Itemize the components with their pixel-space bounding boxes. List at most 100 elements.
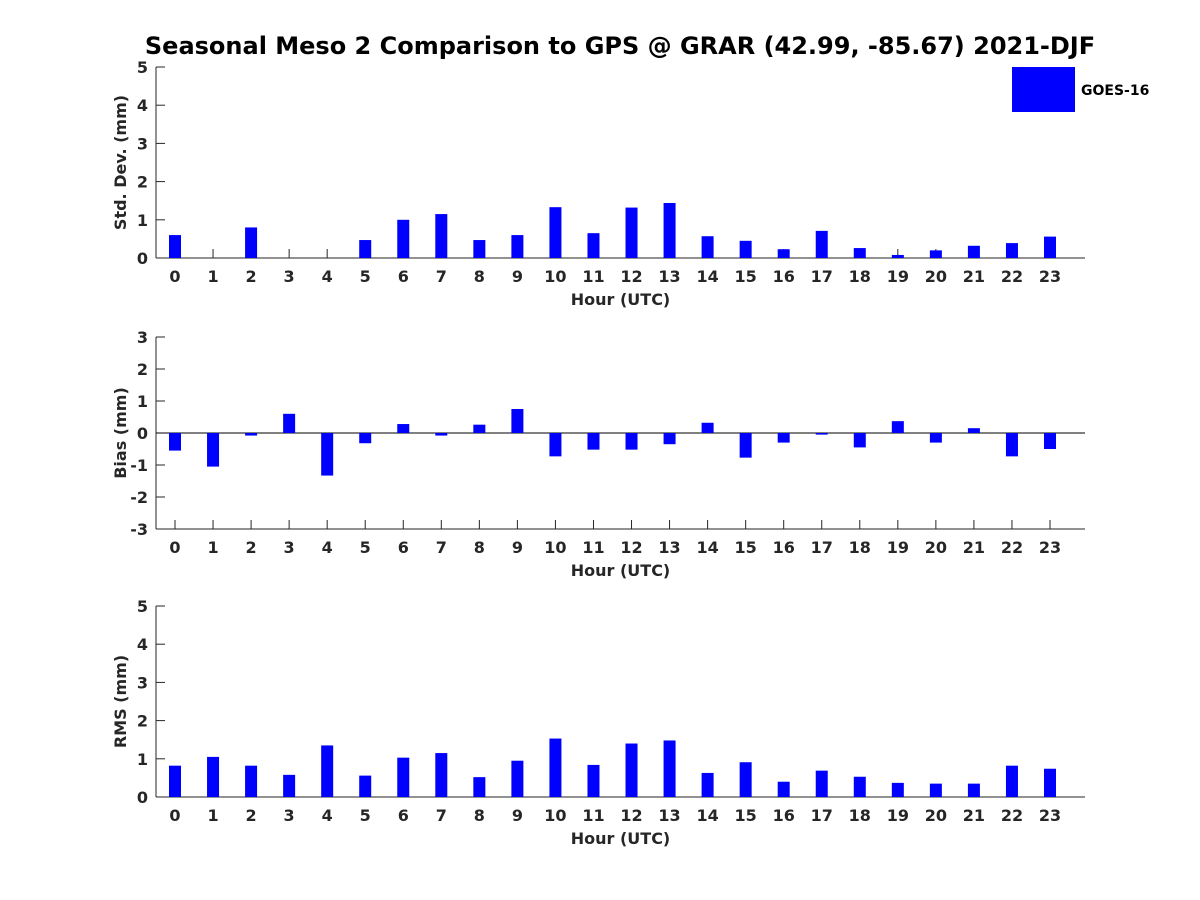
bar (663, 202, 676, 258)
x-tick-label: 3 (284, 806, 295, 825)
bar (169, 433, 181, 451)
bar (473, 240, 486, 258)
x-tick-label: 4 (322, 806, 333, 825)
x-tick-label: 14 (696, 806, 718, 825)
bar (967, 428, 980, 433)
bar (853, 433, 866, 448)
bar (853, 776, 866, 797)
bar (321, 745, 334, 797)
x-tick-label: 16 (773, 267, 795, 286)
bar (929, 783, 942, 797)
x-tick-label: 23 (1039, 538, 1061, 557)
x-tick-label: 15 (735, 538, 757, 557)
bar (549, 207, 562, 258)
x-tick-label: 14 (696, 267, 718, 286)
y-tick-label: 2 (137, 712, 148, 731)
x-tick-label: 8 (474, 806, 485, 825)
x-tick-label: 12 (620, 267, 642, 286)
bar (511, 235, 524, 258)
bar (701, 236, 714, 258)
bar (397, 219, 410, 258)
x-tick-label: 10 (544, 267, 566, 286)
x-tick-label: 10 (544, 538, 566, 557)
x-tick-label: 7 (436, 538, 447, 557)
bar (473, 777, 486, 797)
x-tick-label: 22 (1001, 267, 1023, 286)
bar (625, 743, 638, 797)
bar (777, 781, 790, 797)
bar (1005, 765, 1018, 797)
x-tick-label: 2 (246, 267, 257, 286)
x-axis-label: Hour (UTC) (571, 829, 671, 848)
y-tick-label: -3 (130, 520, 148, 539)
bar (1044, 433, 1056, 449)
y-tick-label: 5 (137, 58, 148, 77)
x-tick-label: 7 (436, 806, 447, 825)
y-tick-label: 3 (137, 673, 148, 692)
x-tick-label: 17 (811, 267, 833, 286)
x-tick-label: 4 (322, 538, 333, 557)
bar (701, 422, 714, 433)
bar (929, 250, 942, 258)
bar (891, 421, 904, 433)
bar (587, 764, 600, 797)
x-tick-label: 6 (398, 267, 409, 286)
bar (815, 230, 828, 258)
bar (473, 424, 486, 433)
y-tick-label: 2 (137, 173, 148, 192)
bar (359, 433, 372, 444)
bar (549, 738, 562, 797)
y-tick-label: 0 (137, 788, 148, 807)
bar (1044, 236, 1056, 258)
x-tick-label: 16 (773, 806, 795, 825)
bar (169, 765, 181, 797)
x-tick-label: 1 (207, 267, 218, 286)
y-tick-label: 1 (137, 750, 148, 769)
x-tick-label: 12 (620, 806, 642, 825)
bar (587, 233, 600, 258)
bar (891, 782, 904, 797)
bar (587, 433, 600, 450)
bar (739, 240, 752, 258)
x-tick-label: 7 (436, 267, 447, 286)
legend-label: GOES-16 (1081, 83, 1149, 99)
x-tick-label: 10 (544, 806, 566, 825)
bar (967, 783, 980, 797)
x-tick-label: 18 (849, 538, 871, 557)
bar (815, 433, 828, 435)
bar (511, 409, 524, 433)
bar (891, 254, 904, 258)
x-tick-label: 8 (474, 267, 485, 286)
x-tick-label: 0 (169, 538, 180, 557)
bar (207, 433, 220, 467)
x-tick-label: 5 (360, 806, 371, 825)
x-axis-label: Hour (UTC) (571, 561, 671, 580)
y-tick-label: 0 (137, 424, 148, 443)
x-tick-label: 23 (1039, 267, 1061, 286)
bar (625, 207, 638, 258)
x-tick-label: 0 (169, 806, 180, 825)
x-tick-label: 5 (360, 267, 371, 286)
x-tick-label: 12 (620, 538, 642, 557)
bar (815, 770, 828, 797)
y-tick-label: 4 (137, 96, 148, 115)
y-tick-label: 3 (137, 328, 148, 347)
x-tick-label: 6 (398, 806, 409, 825)
bar (435, 214, 448, 258)
x-axis-label: Hour (UTC) (571, 290, 671, 309)
bar (283, 413, 296, 433)
x-tick-label: 2 (246, 806, 257, 825)
x-tick-label: 9 (512, 267, 523, 286)
x-tick-label: 1 (207, 806, 218, 825)
y-tick-label: -1 (130, 456, 148, 475)
x-tick-label: 15 (735, 806, 757, 825)
bar (739, 433, 752, 458)
bar (359, 240, 372, 258)
bar (1044, 768, 1056, 797)
x-tick-label: 17 (811, 538, 833, 557)
y-tick-label: 1 (137, 211, 148, 230)
